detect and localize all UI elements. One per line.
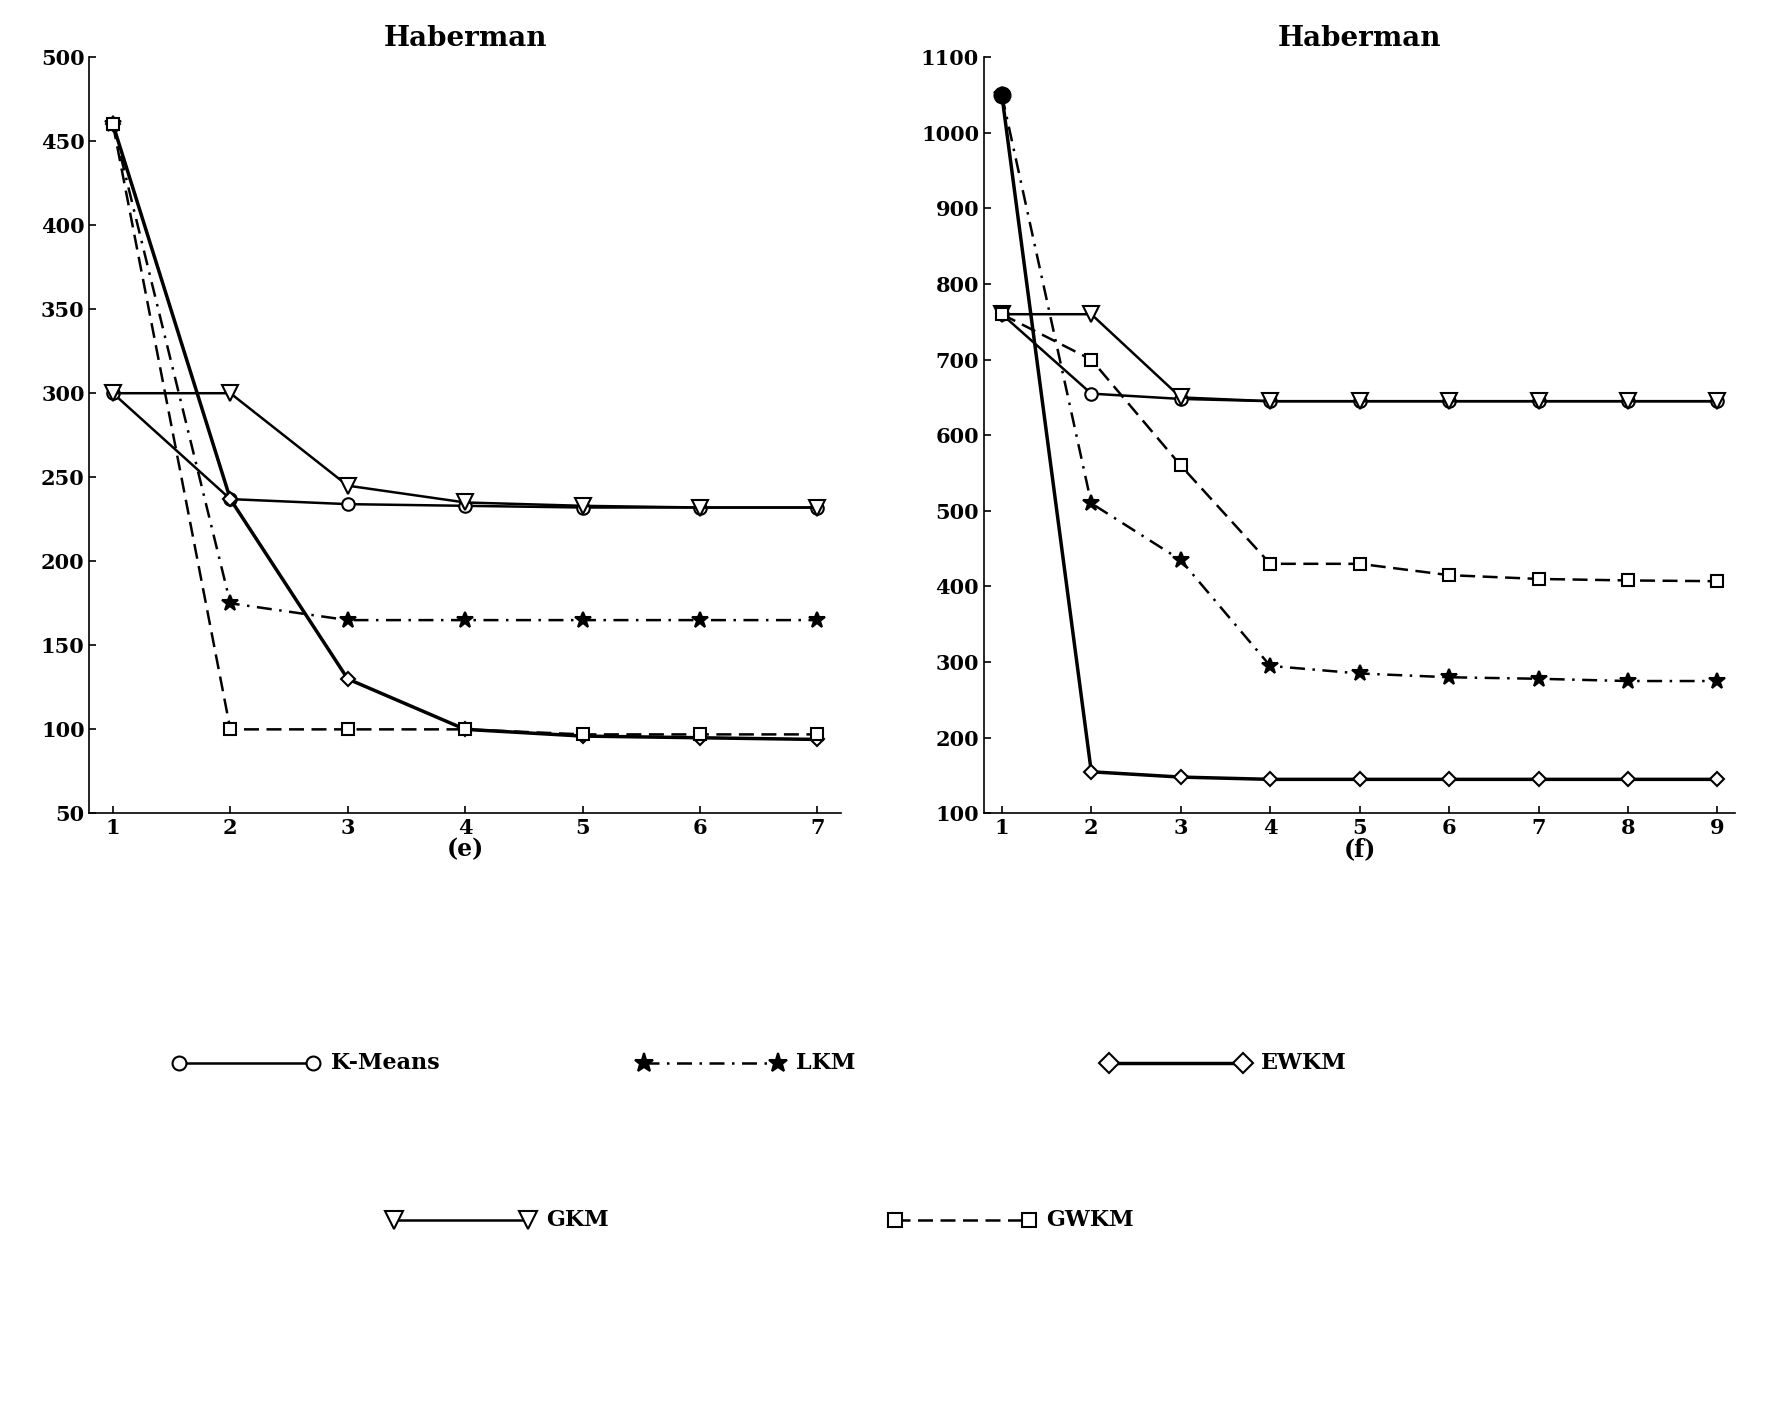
Text: GWKM: GWKM bbox=[1047, 1209, 1134, 1232]
Title: Haberman: Haberman bbox=[383, 24, 547, 51]
Title: Haberman: Haberman bbox=[1277, 24, 1442, 51]
Text: LKM: LKM bbox=[796, 1052, 855, 1075]
Text: EWKM: EWKM bbox=[1261, 1052, 1347, 1075]
Text: GKM: GKM bbox=[546, 1209, 608, 1232]
Text: (e): (e) bbox=[447, 838, 483, 860]
Text: (f): (f) bbox=[1344, 838, 1376, 860]
Text: K-Means: K-Means bbox=[331, 1052, 440, 1075]
